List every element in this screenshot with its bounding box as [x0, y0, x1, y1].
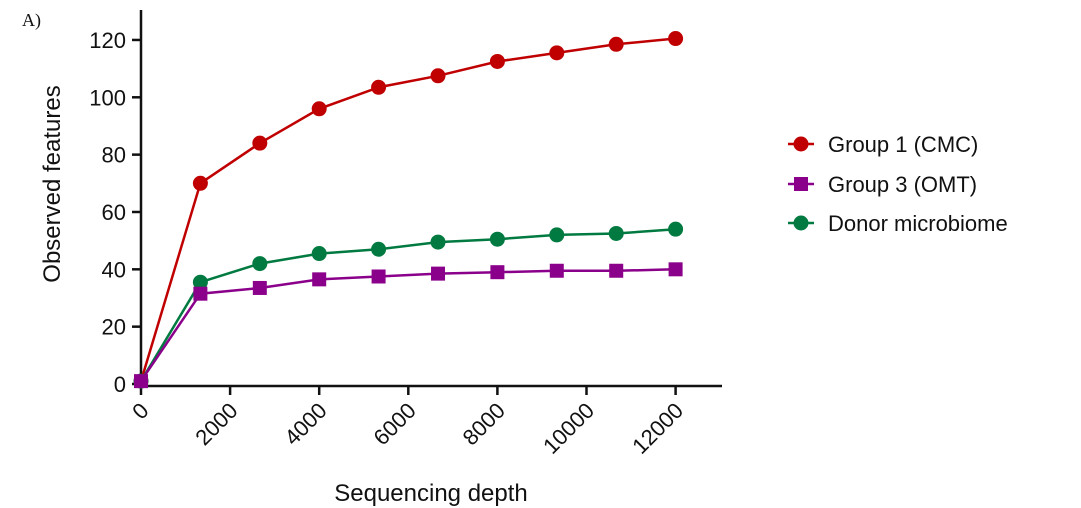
series-line — [139, 268, 676, 382]
y-tick-label: 60 — [102, 200, 126, 225]
data-point — [668, 221, 684, 237]
legend-label: Donor microbiome — [828, 211, 1008, 236]
y-axis-title: Observed features — [39, 85, 66, 282]
x-tick-label: 8000 — [458, 398, 510, 450]
axes — [139, 10, 722, 388]
data-point — [549, 45, 565, 61]
x-ticks: 0 2000 4000 6000 8000 10000 12000 — [127, 386, 688, 459]
data-point — [608, 225, 624, 241]
data-point — [311, 101, 327, 117]
legend-label: Group 3 (OMT) — [828, 172, 977, 197]
y-tick-label: 40 — [102, 257, 126, 282]
series-group-3-omt — [134, 262, 683, 389]
y-tick-label: 120 — [89, 28, 126, 53]
series-line — [139, 227, 676, 382]
legend-marker — [793, 136, 809, 152]
legend-marker — [794, 177, 808, 191]
data-point — [608, 36, 624, 52]
data-point — [609, 263, 624, 278]
data-point — [489, 53, 505, 69]
data-point — [371, 269, 386, 284]
x-tick-label: 0 — [127, 398, 153, 424]
data-point — [311, 246, 327, 262]
series-group-1-cmc — [133, 31, 684, 389]
panel-label: A) — [22, 10, 41, 31]
y-tick-label: 0 — [114, 372, 126, 397]
y-tick-label: 80 — [102, 143, 126, 168]
legend-item-group-1-cmc: Group 1 (CMC) — [788, 132, 978, 157]
x-tick-label: 12000 — [627, 398, 688, 459]
data-point — [668, 31, 684, 47]
x-tick-label: 2000 — [190, 398, 242, 450]
legend-item-donor-microbiome: Donor microbiome — [788, 211, 1008, 236]
series-line — [139, 37, 676, 382]
legend-label: Group 1 (CMC) — [828, 132, 978, 157]
data-point — [430, 234, 446, 250]
data-point — [430, 68, 446, 84]
data-point — [312, 272, 327, 287]
x-tick-label: 10000 — [538, 398, 599, 459]
data-point — [549, 227, 565, 243]
data-point — [134, 374, 148, 389]
series-donor-microbiome — [133, 221, 684, 389]
data-point — [371, 241, 387, 257]
x-tick-label: 4000 — [279, 398, 331, 450]
data-point — [252, 280, 267, 295]
data-point — [252, 135, 268, 151]
data-point — [431, 266, 446, 281]
legend: Group 1 (CMC) Group 3 (OMT) Donor microbio… — [788, 132, 1008, 236]
data-point — [371, 79, 387, 95]
y-tick-label: 20 — [102, 315, 126, 340]
legend-marker — [793, 215, 809, 231]
data-point — [668, 262, 683, 277]
y-tick-label: 100 — [89, 85, 126, 110]
data-point — [489, 231, 505, 247]
data-point — [192, 274, 208, 290]
legend-item-group-3-omt: Group 3 (OMT) — [788, 172, 977, 197]
x-axis-title: Sequencing depth — [334, 480, 528, 507]
y-ticks: 0 20 40 60 80 100 120 — [89, 28, 141, 397]
data-point — [252, 256, 268, 272]
data-point — [192, 175, 208, 191]
data-point — [193, 286, 208, 301]
data-point — [490, 265, 505, 280]
data-point — [549, 263, 564, 278]
x-tick-label: 6000 — [369, 398, 421, 450]
series-layer — [133, 31, 684, 389]
